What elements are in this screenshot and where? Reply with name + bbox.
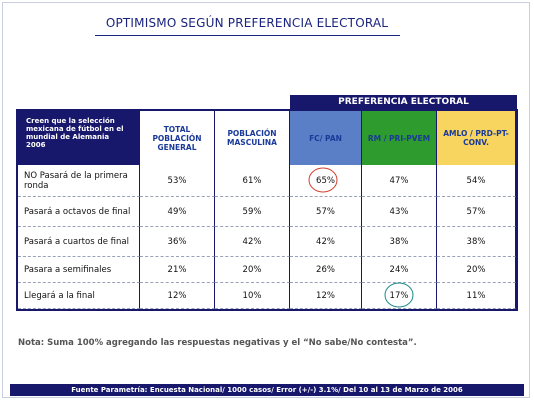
row-label: NO Pasará de la primera ronda: [18, 165, 140, 197]
title-rule: [95, 35, 400, 36]
cell: 59%: [215, 197, 290, 227]
cell: 54%: [437, 165, 516, 197]
highlight-circle: [384, 282, 414, 308]
footer: Fuente Parametría: Encuesta Nacional/ 10…: [10, 384, 524, 396]
cell: 43%: [362, 197, 437, 227]
cell: 47%: [362, 165, 437, 197]
cell: 17%: [362, 283, 437, 309]
row-label: Pasará a cuartos de final: [18, 227, 140, 257]
cell: 57%: [290, 197, 362, 227]
row-label: Pasara a semifinales: [18, 257, 140, 283]
header-cell: TOTAL POBLACIÓN GENERAL: [140, 111, 215, 165]
table-border: [16, 109, 518, 311]
cell: 20%: [437, 257, 516, 283]
cell: 20%: [215, 257, 290, 283]
cell: 42%: [215, 227, 290, 257]
frame: [2, 2, 530, 398]
cell: 10%: [215, 283, 290, 309]
cell: 57%: [437, 197, 516, 227]
group-header: PREFERENCIA ELECTORAL: [290, 95, 517, 110]
header-cell: RM / PRI-PVEM: [362, 111, 437, 165]
note: Nota: Suma 100% agregando las respuestas…: [18, 338, 417, 348]
row-label: Llegará a la final: [18, 283, 140, 309]
cell: 11%: [437, 283, 516, 309]
cell: 38%: [437, 227, 516, 257]
cell: 61%: [215, 165, 290, 197]
title: OPTIMISMO SEGÚN PREFERENCIA ELECTORAL: [105, 16, 389, 30]
header-cell: Creen que la selección mexicana de fútbo…: [18, 111, 140, 165]
cell: 36%: [140, 227, 215, 257]
cell: 49%: [140, 197, 215, 227]
header-cell: AMLO / PRD-PT-CONV.: [437, 111, 516, 165]
header-cell: FC/ PAN: [290, 111, 362, 165]
cell: 26%: [290, 257, 362, 283]
cell: 12%: [140, 283, 215, 309]
cell: 12%: [290, 283, 362, 309]
cell: 24%: [362, 257, 437, 283]
highlight-circle: [308, 167, 338, 193]
cell: 65%: [290, 165, 362, 197]
row-label: Pasará a octavos de final: [18, 197, 140, 227]
header-cell: POBLACIÓN MASCULINA: [215, 111, 290, 165]
cell: 38%: [362, 227, 437, 257]
cell: 42%: [290, 227, 362, 257]
cell: 53%: [140, 165, 215, 197]
cell: 21%: [140, 257, 215, 283]
